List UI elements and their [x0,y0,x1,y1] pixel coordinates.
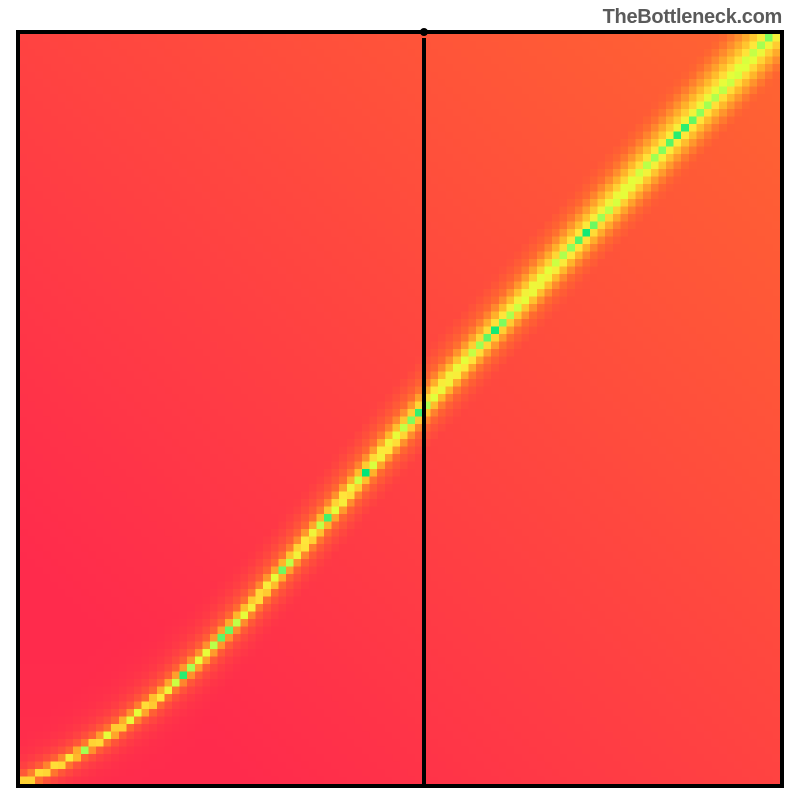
heatmap-container [20,34,780,784]
chart-frame [16,30,784,788]
marker-vertical-line [422,38,426,788]
heatmap-canvas [20,34,780,784]
watermark-text: TheBottleneck.com [603,6,782,29]
marker-top-tick-icon [420,28,428,36]
